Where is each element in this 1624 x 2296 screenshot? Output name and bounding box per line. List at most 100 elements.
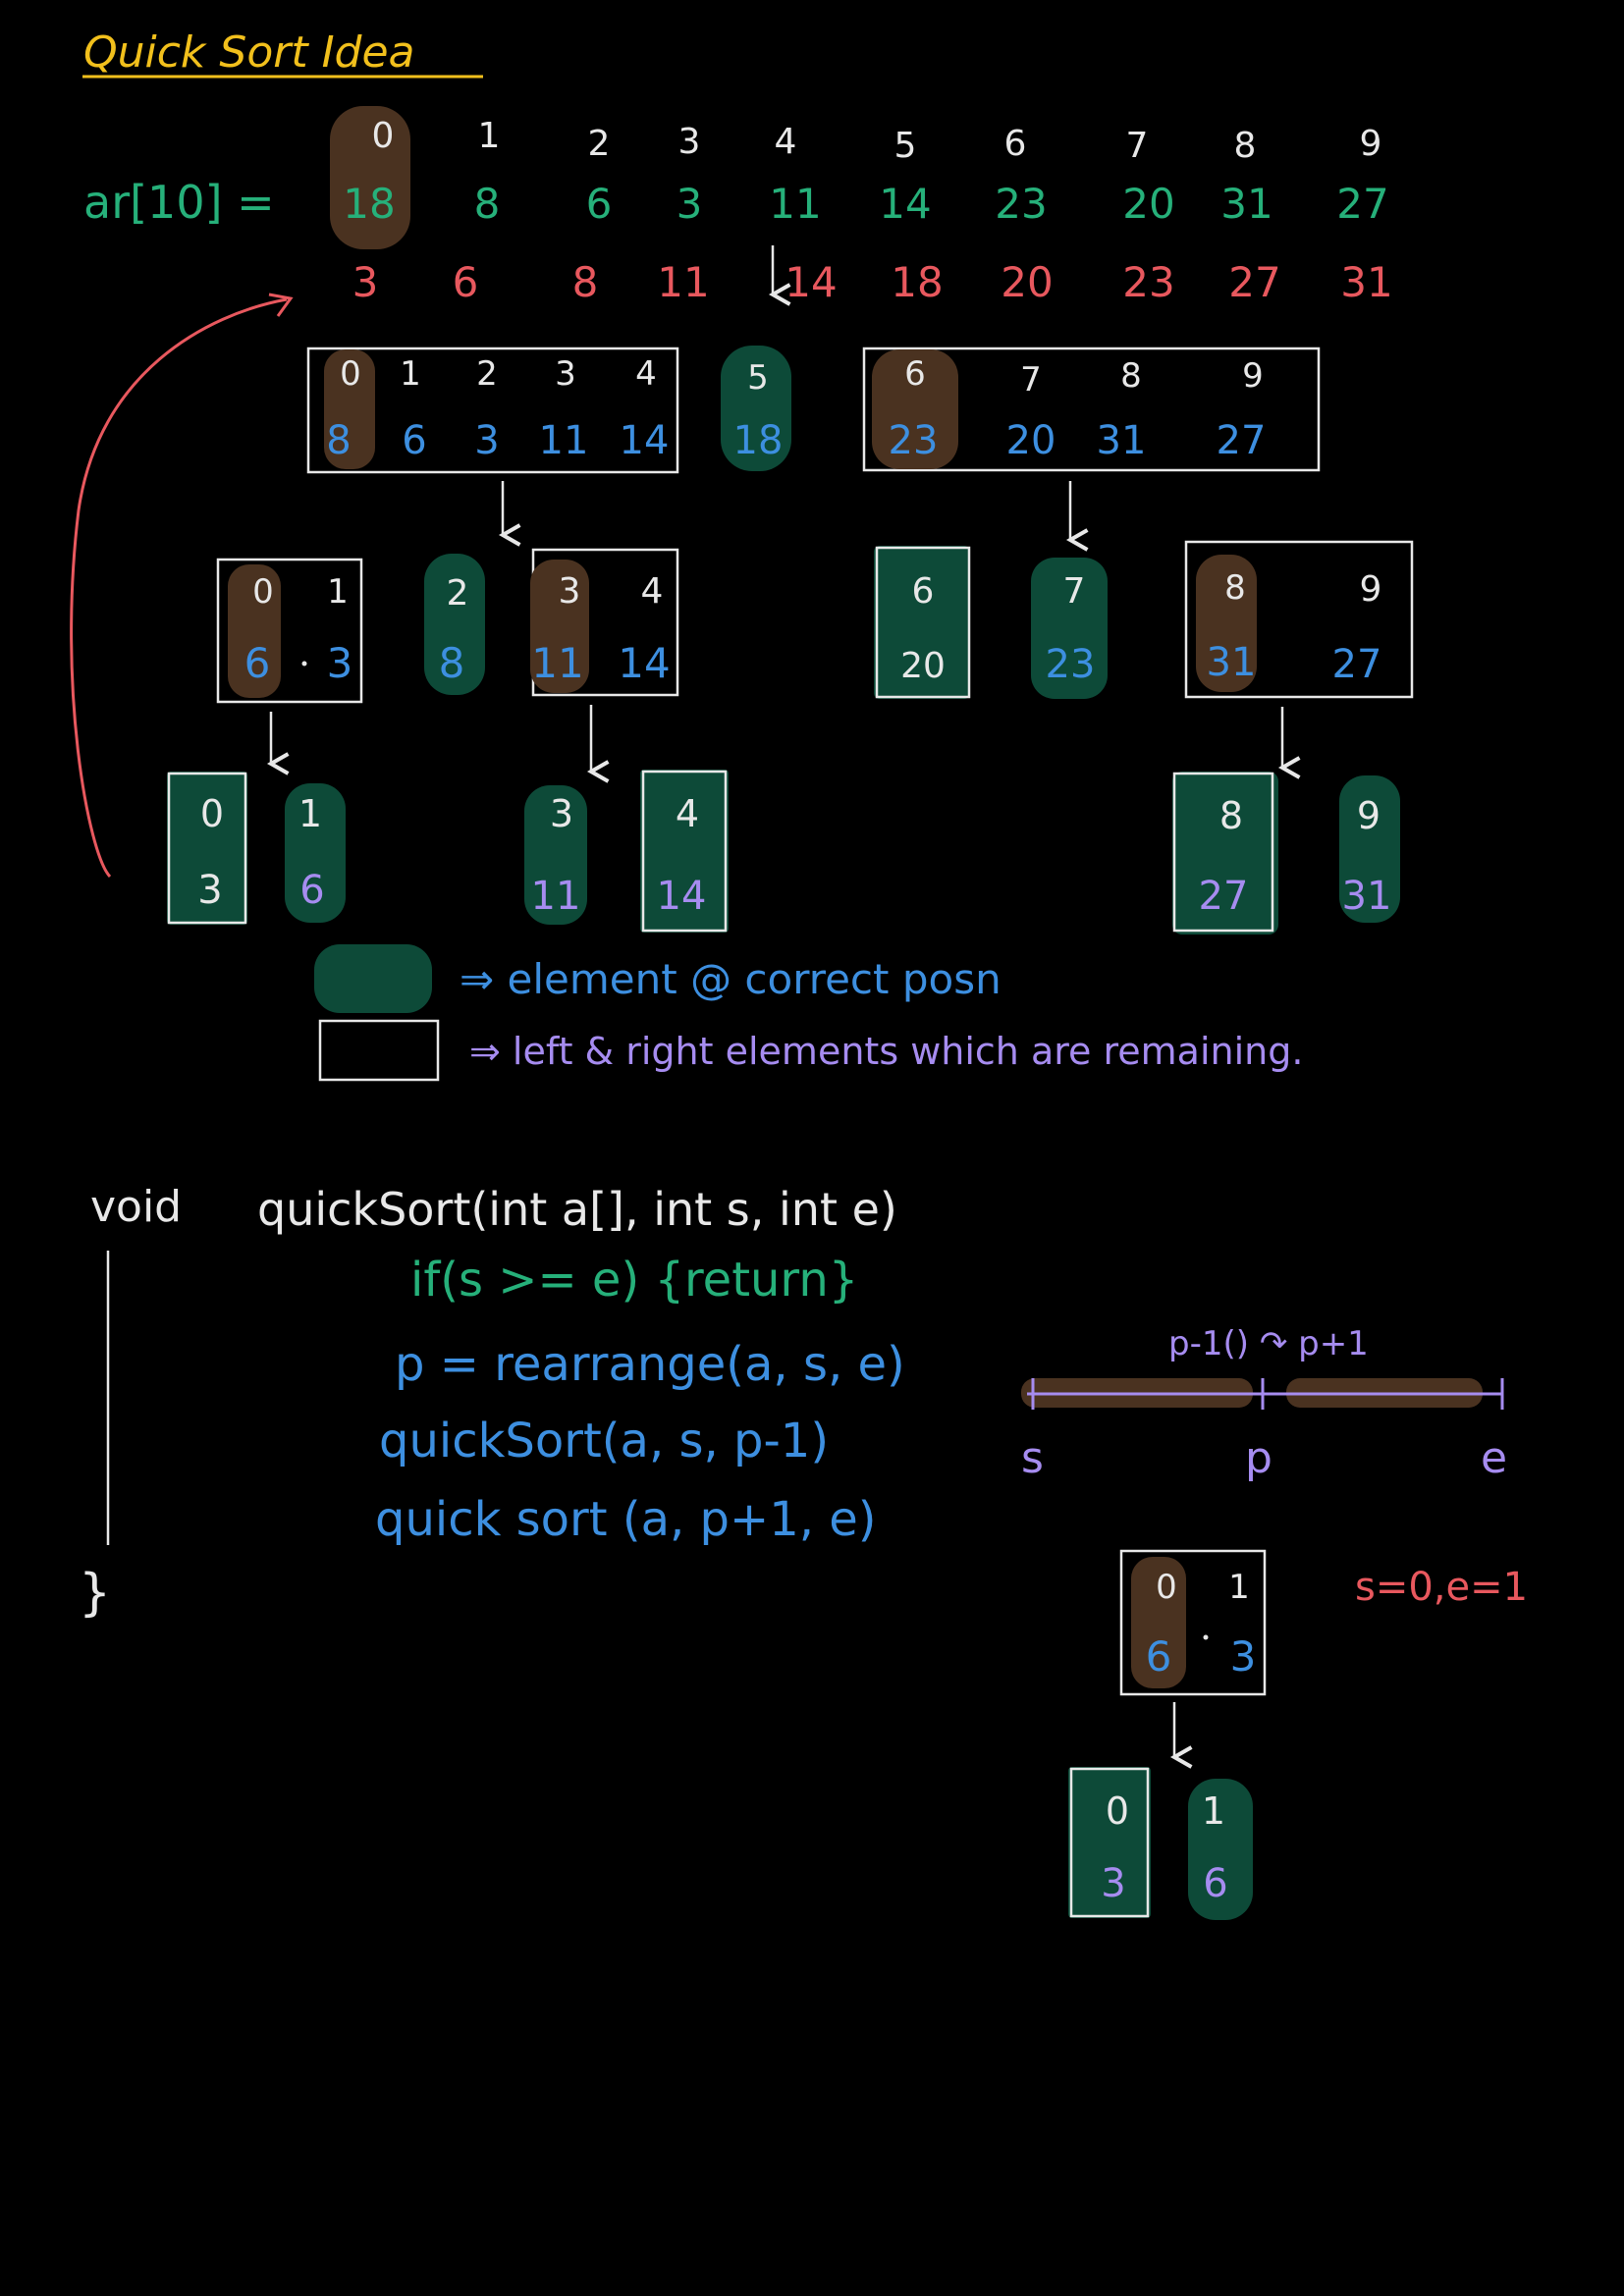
legend-swatch-outlined — [318, 1019, 440, 1082]
pivot-highlight — [330, 106, 410, 249]
partition-box — [216, 558, 363, 704]
value-cell: 27 — [1199, 874, 1249, 919]
value-cell: 11 — [539, 418, 589, 463]
value-cell: 11 — [769, 180, 821, 228]
index-cell: 0 — [1106, 1789, 1129, 1833]
index-row: 0 1 2 3 4 5 6 7 8 9 — [372, 116, 1382, 166]
code-signature: quickSort(int a[], int s, int e) — [257, 1183, 897, 1236]
partition-box — [1119, 1549, 1267, 1696]
value-cell: 11 — [531, 639, 583, 687]
value-cell: 6 — [1203, 1861, 1227, 1906]
sorted-cell-outline — [167, 772, 247, 925]
value-cell: 3 — [327, 639, 353, 687]
value-cell: 27 — [1336, 180, 1388, 228]
pivot-highlight — [228, 564, 281, 698]
sorted-values-row: 3 6 8 11 14 18 20 23 27 31 — [352, 258, 1393, 306]
level1-left-values: 8 6 3 11 14 — [326, 418, 669, 463]
sorted-cell: 14 — [785, 258, 837, 306]
value-cell: 31 — [1207, 640, 1257, 685]
pivot-highlight — [530, 560, 589, 693]
legend-outlined-text: ⇒ left & right elements which are remain… — [469, 1030, 1303, 1073]
code-recursive-call-right: quick sort (a, p+1, e) — [375, 1492, 877, 1547]
value-cell: 31 — [1097, 418, 1147, 463]
index-cell: 0 — [340, 354, 361, 394]
sorted-cell-filled — [285, 783, 346, 923]
range-label-s: s — [1021, 1433, 1044, 1483]
legend-filled-text: ⇒ element @ correct posn — [460, 955, 1001, 1003]
dot — [1203, 1634, 1209, 1640]
value-cell: 27 — [1217, 418, 1267, 463]
index-cell: 6 — [1004, 124, 1027, 164]
sorted-cell: 31 — [1340, 258, 1392, 306]
code-void-keyword: void — [90, 1182, 182, 1232]
value-cell: 6 — [402, 418, 426, 463]
index-cell: 3 — [678, 122, 701, 162]
result-curve-arrow — [70, 297, 288, 879]
index-cell: 2 — [588, 124, 611, 164]
sorted-cell-filled — [1188, 1779, 1253, 1920]
pivot-cell-filled — [1031, 558, 1108, 699]
value-cell: 14 — [618, 639, 670, 687]
sorted-cell: 11 — [657, 258, 709, 306]
array-label: ar[10] = — [83, 176, 275, 229]
value-cell: 14 — [620, 418, 670, 463]
value-cell: 3 — [1230, 1632, 1257, 1681]
sorted-cell: 18 — [891, 258, 943, 306]
index-cell: 0 — [252, 572, 274, 612]
value-cell: 14 — [879, 180, 931, 228]
value-cell: 8 — [439, 639, 465, 687]
index-cell: 8 — [1219, 794, 1243, 837]
index-cell: 6 — [912, 571, 935, 612]
legend-swatch-filled — [314, 944, 432, 1013]
pivot-cell-filled — [424, 554, 485, 695]
sorted-cell-filled — [1068, 1767, 1151, 1918]
index-cell: 2 — [447, 573, 469, 614]
index-cell: 8 — [1234, 126, 1257, 166]
index-cell: 4 — [641, 571, 664, 612]
index-cell: 2 — [476, 354, 498, 394]
pivot-highlight — [324, 349, 375, 469]
sorted-cell-outline — [641, 770, 728, 933]
partition-box — [1184, 540, 1414, 699]
level1-right-indices: 6 7 8 9 — [904, 354, 1264, 400]
code-recursive-call-left: quickSort(a, s, p-1) — [379, 1414, 829, 1468]
value-cell: 6 — [586, 180, 613, 228]
range-label-e: e — [1481, 1433, 1507, 1483]
level1-left-indices: 0 1 2 3 4 — [340, 354, 657, 394]
code-closing-brace: } — [79, 1564, 111, 1623]
sorted-cell-outline — [1172, 772, 1274, 933]
code-if-line: if(s >= e) {return} — [410, 1253, 858, 1308]
value-cell: 20 — [900, 646, 946, 686]
sorted-cell: 27 — [1228, 258, 1280, 306]
partition-box-left — [306, 347, 679, 474]
range-label-p: p — [1245, 1433, 1272, 1483]
index-cell: 7 — [1126, 126, 1149, 166]
index-cell: 9 — [1357, 794, 1380, 837]
index-cell: 0 — [1156, 1568, 1177, 1607]
index-cell: 7 — [1020, 360, 1042, 400]
partition-box-right — [862, 347, 1321, 472]
value-cell: 8 — [474, 180, 501, 228]
index-cell: 3 — [559, 571, 581, 612]
sorted-cell: 20 — [1001, 258, 1053, 306]
index-cell: 1 — [298, 792, 322, 835]
value-cell: 20 — [1122, 180, 1174, 228]
arrow-head-icon — [268, 293, 294, 317]
code-rearrange-line: p = rearrange(a, s, e) — [395, 1337, 905, 1392]
index-cell: 5 — [747, 358, 769, 398]
index-cell: 0 — [200, 792, 224, 835]
index-cell: 4 — [635, 354, 657, 394]
index-cell: 9 — [1360, 124, 1382, 164]
sorted-cell-filled — [874, 546, 970, 699]
value-cell: 31 — [1342, 874, 1392, 919]
sorted-cell-filled — [167, 772, 247, 925]
sorted-cell: 3 — [352, 258, 379, 306]
index-cell: 6 — [904, 354, 926, 394]
value-cell: 23 — [889, 418, 939, 463]
index-cell: 0 — [372, 116, 395, 156]
index-cell: 3 — [550, 792, 573, 835]
value-cell: 14 — [657, 874, 707, 919]
value-cell: 6 — [244, 639, 271, 687]
sorted-cell-outline — [875, 546, 971, 699]
